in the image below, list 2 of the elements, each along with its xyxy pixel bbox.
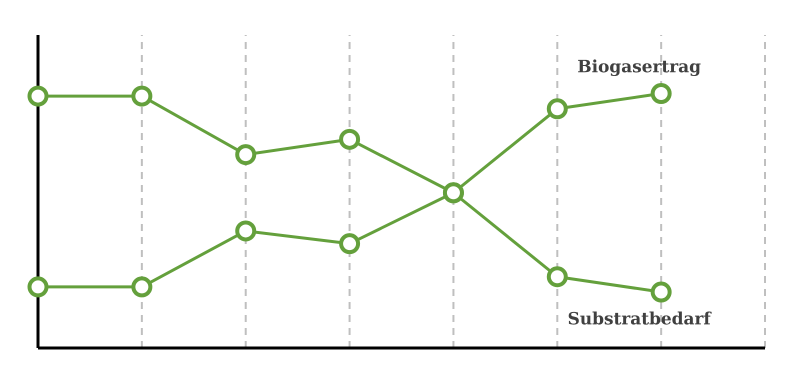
series-label: Biogasertrag — [578, 59, 701, 76]
series-label: Substratbedarf — [568, 312, 712, 325]
